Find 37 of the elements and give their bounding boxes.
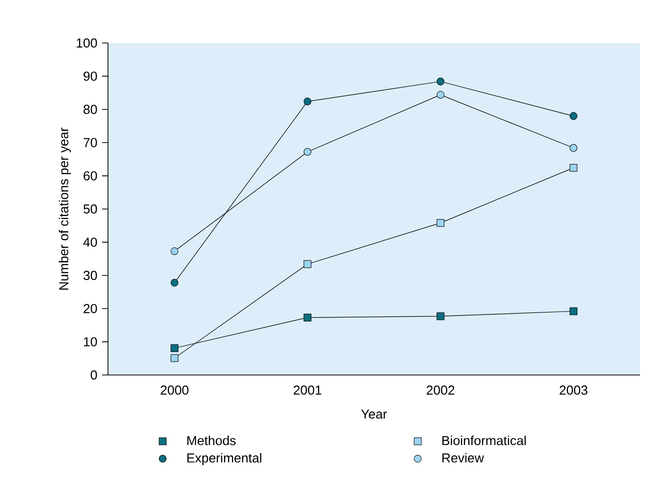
point bbox=[304, 314, 312, 322]
point bbox=[436, 312, 444, 320]
y-tick-label: 90 bbox=[84, 72, 97, 81]
legend-label: Bioinformatical bbox=[442, 436, 526, 446]
y-tick-label: 100 bbox=[76, 38, 97, 48]
legend-label: Experimental bbox=[187, 453, 262, 466]
point bbox=[304, 148, 312, 156]
x-tick-label: 2003 bbox=[560, 386, 588, 395]
y-axis-title: Number of citations per year bbox=[58, 128, 71, 290]
y-tick-label: 30 bbox=[84, 270, 97, 280]
point bbox=[570, 307, 578, 316]
point bbox=[304, 260, 312, 268]
y-tick-label: 70 bbox=[84, 138, 97, 148]
x-axis-title: Year bbox=[361, 410, 387, 419]
x-tick-label: 2002 bbox=[426, 386, 454, 395]
y-tick-label: 40 bbox=[83, 238, 97, 247]
point bbox=[170, 278, 178, 287]
point bbox=[570, 112, 578, 120]
y-tick-label: 0 bbox=[90, 370, 97, 380]
point bbox=[170, 247, 178, 256]
x-tick-label: 2000 bbox=[160, 386, 188, 395]
point bbox=[170, 354, 178, 362]
legend-label: Review bbox=[442, 453, 484, 463]
y-tick-label: 10 bbox=[84, 337, 97, 346]
point bbox=[436, 219, 444, 227]
point bbox=[436, 78, 444, 86]
y-tick-label: 50 bbox=[84, 204, 97, 214]
y-tick-label: 60 bbox=[84, 171, 97, 180]
point bbox=[304, 98, 312, 106]
point bbox=[170, 344, 178, 352]
x-tick-label: 2001 bbox=[294, 386, 322, 395]
legend-label: Methods bbox=[187, 436, 236, 446]
point bbox=[436, 90, 444, 99]
y-tick-label: 20 bbox=[84, 304, 97, 314]
point bbox=[570, 164, 578, 172]
point bbox=[570, 144, 578, 152]
y-tick-label: 80 bbox=[84, 104, 97, 114]
